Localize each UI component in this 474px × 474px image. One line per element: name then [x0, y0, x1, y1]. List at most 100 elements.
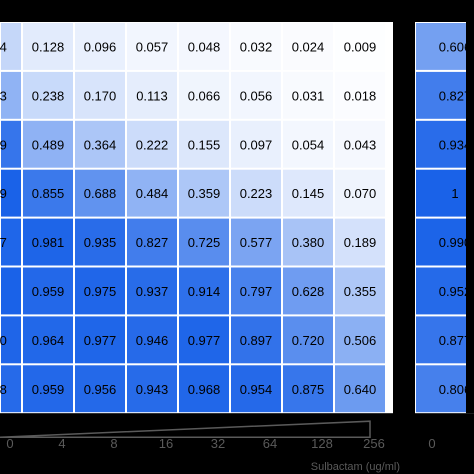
cell-value-label: 0.054: [292, 137, 325, 152]
cell-value-label: 0.031: [292, 88, 325, 103]
cell-value-label: 0.914: [188, 284, 221, 299]
heatmap-cell: [335, 23, 385, 70]
cell-value-label: 0.489: [32, 137, 65, 152]
concentration-wedge: [0, 420, 371, 438]
cell-value-label: 0.725: [188, 235, 221, 250]
cell-value-label: 0.964: [32, 333, 65, 348]
heatmap-cell: [335, 169, 385, 217]
cell-value-label: 0.506: [344, 333, 377, 348]
cell-value-label: 0.977: [188, 333, 221, 348]
x-tick-label: 32: [211, 436, 225, 451]
cell-value-label: 0.170: [84, 88, 117, 103]
cell-value-label: 879: [0, 137, 7, 152]
heatmap-cell: [231, 365, 281, 413]
heatmap-cell: [1, 316, 21, 364]
heatmap-cell: [75, 365, 125, 413]
heatmap-cell: [231, 71, 281, 119]
cell-value-label: 0.946: [136, 333, 169, 348]
heatmap-cell: [179, 169, 229, 217]
heatmap-cell: [127, 23, 177, 70]
cell-value-label: 0.032: [240, 39, 273, 54]
cell-value-label: 0.640: [344, 382, 377, 397]
heatmap-cell: [179, 316, 229, 364]
heatmap-cell: [1, 365, 21, 413]
heatmap-cell: [416, 365, 473, 413]
cell-value-label: 0.057: [136, 39, 169, 54]
heatmap-cell: [179, 218, 229, 266]
heatmap-cell: [1, 71, 21, 119]
cell-value-label: 977: [0, 235, 7, 250]
heatmap-cell: [75, 23, 125, 70]
heatmap-cell: [335, 120, 385, 168]
x-tick-label: 8: [110, 436, 117, 451]
cell-value-label: 0.577: [240, 235, 273, 250]
heatmap-cell: [127, 267, 177, 315]
cell-value-label: 1: [451, 186, 458, 201]
cell-value-label: 0.097: [240, 137, 273, 152]
heatmap-cell: [231, 169, 281, 217]
heatmap-cell: [1, 120, 21, 168]
cell-value-label: 0.145: [292, 186, 325, 201]
cell-value-label: 0.806: [439, 382, 472, 397]
heatmap-cell: [416, 316, 473, 364]
x-tick-label: 256: [363, 436, 385, 451]
cell-value-label: 0.070: [344, 186, 377, 201]
cell-value-label: 0.943: [136, 382, 169, 397]
cell-value-label: 0.875: [292, 382, 325, 397]
cell-value-label: 0.223: [240, 186, 273, 201]
cell-value-label: 0.981: [32, 235, 65, 250]
heatmap-cell: [416, 71, 473, 119]
heatmap-cell: [231, 23, 281, 70]
panel-2-edge: [466, 22, 474, 414]
cell-value-label: 0.009: [344, 39, 377, 54]
cell-value-label: 0.155: [188, 137, 221, 152]
cell-value-label: 0.935: [84, 235, 117, 250]
x-tick-label: 16: [159, 436, 173, 451]
cell-value-label: 0.975: [84, 284, 117, 299]
heatmap-cell: [75, 71, 125, 119]
cell-value-label: 999: [0, 186, 7, 201]
heatmap-cell: [416, 120, 473, 168]
cell-value-label: 0.189: [344, 235, 377, 250]
x-tick-label: 0: [428, 436, 435, 451]
cell-value-label: 980: [0, 333, 7, 348]
heatmap-cell: [335, 218, 385, 266]
x-tick-label: 64: [263, 436, 277, 451]
heatmap-cell: [283, 365, 333, 413]
heatmap-cell: [1, 218, 21, 266]
heatmap-cell: [335, 71, 385, 119]
cell-value-label: 0.827: [439, 88, 472, 103]
heatmap-cell: [231, 267, 281, 315]
heatmap-cell: [127, 365, 177, 413]
cell-value-label: 0.048: [188, 39, 221, 54]
heatmap-cell: [23, 23, 73, 70]
heatmap-cell: [416, 23, 473, 70]
heatmap-cell: [283, 71, 333, 119]
cell-value-label: 0.128: [32, 39, 65, 54]
cell-value-label: 0.628: [292, 284, 325, 299]
heatmap-cell: [127, 218, 177, 266]
x-tick-label: 4: [58, 436, 65, 451]
heatmap-cell: [416, 267, 473, 315]
cell-value-label: 0.877: [439, 333, 472, 348]
cell-value-label: 0.954: [240, 382, 273, 397]
cell-value-label: 0.606: [439, 39, 472, 54]
heatmap-cell: [23, 316, 73, 364]
cell-value-label: 0.990: [439, 235, 472, 250]
cell-value-label: 0.066: [188, 88, 221, 103]
heatmap-cell: [283, 316, 333, 364]
panel-separator: [393, 0, 415, 474]
heatmap-cell: [23, 267, 73, 315]
heatmap-cell: [127, 120, 177, 168]
heatmap-cell: [231, 218, 281, 266]
cell-value-label: 0.056: [240, 88, 273, 103]
heatmap-cell: [283, 218, 333, 266]
heatmap-cell: [335, 316, 385, 364]
heatmap-cell: [231, 316, 281, 364]
heatmap-cell: [127, 316, 177, 364]
cell-value-label: 0.855: [32, 186, 65, 201]
heatmap-cell: [75, 120, 125, 168]
cell-value-label: 0.968: [188, 382, 221, 397]
cell-value-label: 0.720: [292, 333, 325, 348]
